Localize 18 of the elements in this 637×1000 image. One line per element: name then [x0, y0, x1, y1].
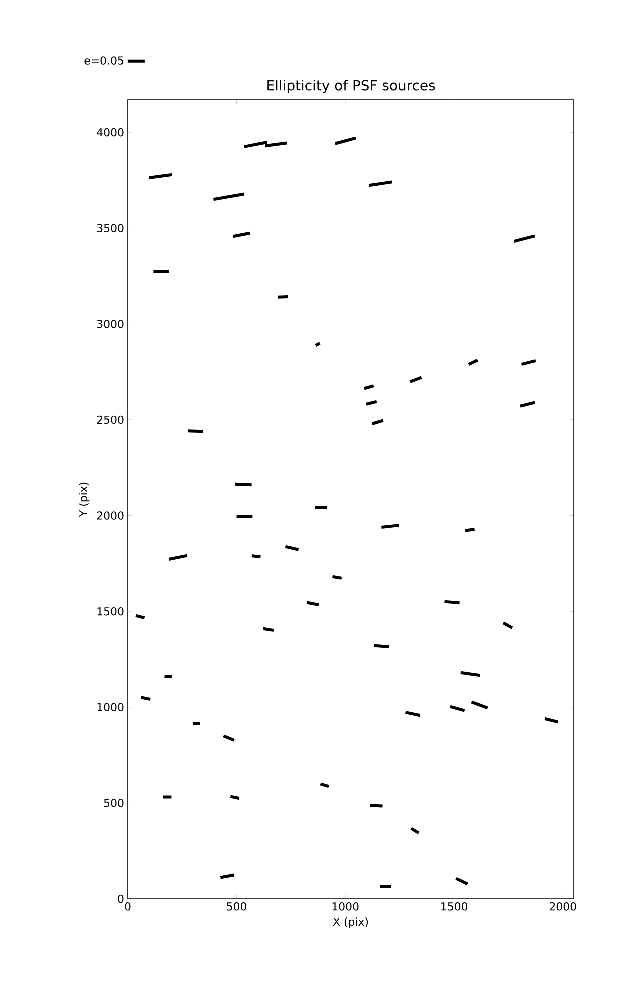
- x-tick-label: 0: [125, 902, 131, 911]
- x-tick-label: 2000: [550, 902, 576, 911]
- x-tick-label: 1000: [332, 902, 359, 911]
- y-tick-label: 4000: [97, 128, 124, 137]
- legend-label: e=0.05: [84, 56, 124, 65]
- y-tick-label: 500: [104, 799, 124, 808]
- x-tick-label: 1500: [442, 902, 468, 911]
- y-tick-label: 1000: [98, 703, 124, 712]
- y-tick-label: 0: [118, 894, 124, 904]
- y-tick-label: 2500: [97, 416, 124, 424]
- y-tick-label: 3500: [97, 224, 124, 233]
- chart-title: Ellipticity of PSF sources: [268, 80, 436, 94]
- y-tick-label: 1500: [98, 607, 124, 616]
- y-axis-title: Y (pix): [79, 482, 90, 518]
- y-tick-label: 2000: [97, 512, 124, 520]
- y-tick-label: 3000: [97, 320, 124, 328]
- x-axis-title: X (pix): [333, 918, 368, 928]
- x-tick-label: 500: [227, 902, 246, 911]
